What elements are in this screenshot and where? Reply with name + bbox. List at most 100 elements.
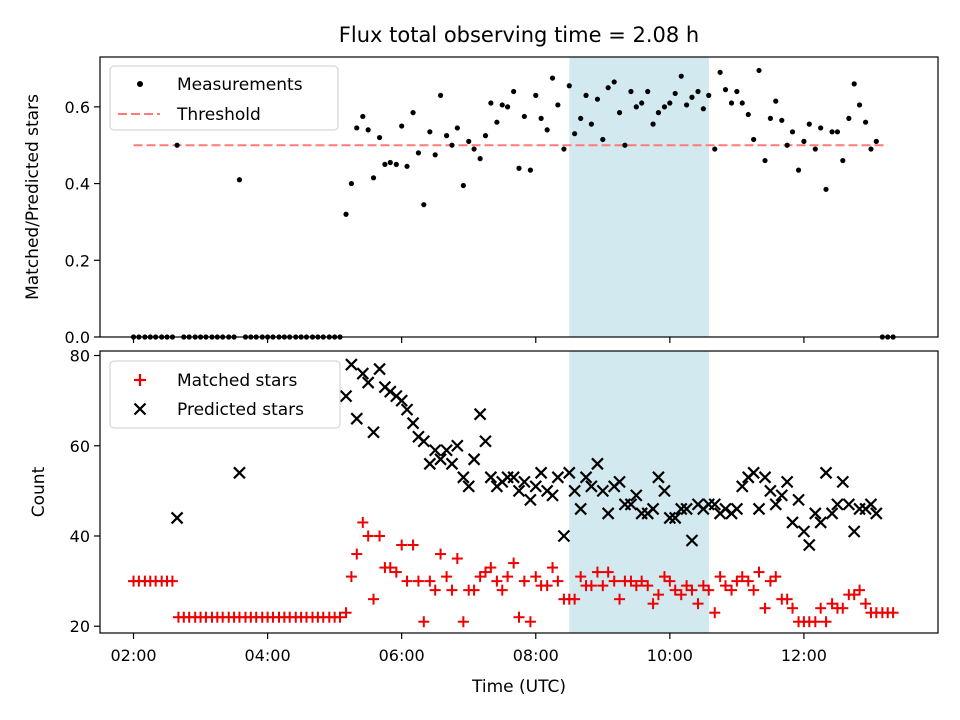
measurement-point	[851, 81, 857, 87]
matched-star-point	[703, 584, 715, 596]
ratio-y-ticks: 0.0 0.2 0.4 0.6	[65, 98, 100, 347]
matched-star-point	[351, 548, 363, 560]
predicted-star-stroke	[809, 507, 822, 520]
measurement-point	[594, 96, 601, 102]
measurement-point	[421, 202, 427, 208]
matched-star-point	[759, 602, 771, 614]
matched-star-point	[714, 571, 726, 583]
predicted-star-point	[847, 525, 861, 538]
measurement-point	[477, 156, 483, 162]
predicted-star-stroke	[406, 416, 420, 430]
predicted-star-stroke	[747, 466, 760, 480]
matched-star-point	[357, 516, 369, 528]
measurement-point	[667, 100, 673, 106]
ratio-y-axis-label: Matched/Predicted stars	[23, 94, 43, 300]
predicted-star-point	[350, 412, 364, 425]
predicted-star-stroke	[842, 498, 856, 511]
ratio-legend-box	[109, 65, 339, 131]
measurement-point	[762, 157, 768, 164]
measurement-point	[628, 88, 634, 95]
matched-star-point	[384, 562, 396, 574]
matched-star-point	[602, 566, 614, 578]
count-y-tick-label: 80	[70, 347, 90, 366]
measurement-point	[678, 73, 684, 79]
matched-star-point	[686, 584, 698, 596]
measurement-point	[511, 88, 517, 95]
predicted-star-stroke	[786, 516, 799, 529]
predicted-star-stroke	[663, 511, 677, 525]
predicted-star-stroke	[568, 484, 581, 498]
predicted-star-stroke	[350, 412, 364, 425]
predicted-star-point	[674, 502, 688, 516]
predicted-star-point	[809, 507, 822, 520]
matched-star-point	[719, 580, 731, 592]
predicted-star-point	[764, 484, 777, 498]
matched-star-point	[675, 589, 687, 601]
count-panel-frame	[99, 350, 939, 634]
measurement-point	[717, 69, 723, 75]
predicted-star-stroke	[579, 471, 593, 484]
predicted-star-point	[484, 471, 498, 484]
matched-star-point	[669, 584, 681, 596]
measurement-point	[700, 106, 706, 112]
matched-star-point	[485, 562, 497, 574]
predicted-star-point	[752, 502, 766, 516]
predicted-star-point	[479, 434, 492, 448]
predicted-star-stroke	[417, 434, 431, 448]
predicted-star-stroke	[803, 538, 816, 552]
measurement-points	[130, 67, 896, 340]
measurement-point	[471, 146, 477, 152]
predicted-star-point	[445, 457, 459, 471]
measurement-point	[739, 100, 745, 106]
predicted-star-point	[797, 525, 811, 538]
predicted-star-stroke	[780, 475, 794, 489]
predicted-star-stroke	[658, 484, 671, 498]
matched-star-point	[513, 611, 525, 623]
predicted-star-point	[864, 498, 878, 511]
matched-star-point	[166, 575, 178, 587]
measurement-point	[561, 146, 567, 152]
measurement-point	[236, 177, 243, 183]
matched-star-point	[591, 566, 603, 578]
measurement-point	[494, 119, 500, 125]
matched-star-point	[614, 593, 626, 605]
measurement-point	[862, 119, 869, 125]
matched-star-point	[541, 580, 553, 592]
ratio-y-tick-label: 0.6	[65, 98, 90, 117]
predicted-star-point	[524, 493, 537, 507]
measurement-point	[427, 129, 433, 135]
count-y-tick-label: 20	[70, 617, 90, 636]
measurement-point	[829, 129, 835, 135]
measurement-point	[846, 115, 852, 121]
predicted-star-stroke	[534, 466, 548, 480]
matched-star-point	[441, 571, 453, 583]
predicted-star-stroke	[601, 507, 615, 520]
x-tick-label: 06:00	[379, 646, 425, 665]
predicted-star-point	[395, 394, 408, 407]
legend-measurements-marker	[137, 81, 143, 87]
measurement-point	[818, 125, 824, 131]
legend-matched-label: Matched stars	[177, 371, 297, 391]
predicted-star-point	[467, 453, 481, 466]
measurement-point	[789, 129, 796, 135]
measurement-point	[812, 146, 818, 152]
matched-star-point	[457, 616, 469, 628]
predicted-star-point	[842, 498, 856, 511]
predicted-star-stroke	[574, 502, 587, 516]
matched-star-point	[585, 580, 597, 592]
predicted-star-point	[345, 358, 358, 371]
measurement-point	[639, 100, 645, 106]
predicted-star-point	[512, 484, 526, 498]
matched-star-point	[396, 539, 408, 551]
measurement-point	[756, 67, 762, 74]
predicted-star-stroke	[847, 525, 861, 538]
matched-star-point	[709, 607, 721, 619]
predicted-star-point	[400, 403, 414, 416]
predicted-star-point	[601, 507, 615, 520]
predicted-star-point	[417, 434, 431, 448]
predicted-star-stroke	[775, 489, 789, 502]
ratio-y-tick-label: 0.2	[65, 251, 90, 270]
matched-star-point	[552, 575, 564, 587]
measurement-point	[840, 157, 846, 164]
predicted-star-stroke	[170, 511, 184, 525]
